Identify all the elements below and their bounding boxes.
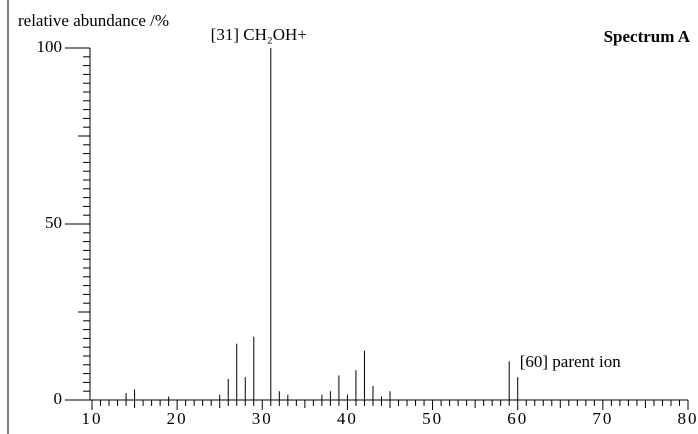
x-tick-label: 70 — [592, 409, 613, 428]
peak-annotation: [31] CH₂OH+ — [211, 25, 307, 44]
y-tick-label: 100 — [37, 37, 63, 56]
y-tick-label: 50 — [45, 213, 62, 232]
y-tick-label: 0 — [54, 389, 63, 408]
x-tick-label: 30 — [252, 409, 273, 428]
x-tick-label: 40 — [337, 409, 358, 428]
y-axis-label: relative abundance /% — [18, 11, 169, 30]
x-tick-label: 80 — [678, 409, 698, 428]
x-tick-label: 20 — [167, 409, 188, 428]
x-tick-label: 10 — [82, 409, 103, 428]
chart-title: Spectrum A — [604, 27, 691, 46]
x-tick-label: 60 — [507, 409, 528, 428]
x-tick-label: 50 — [422, 409, 443, 428]
peak-annotation: [60] parent ion — [520, 352, 622, 371]
